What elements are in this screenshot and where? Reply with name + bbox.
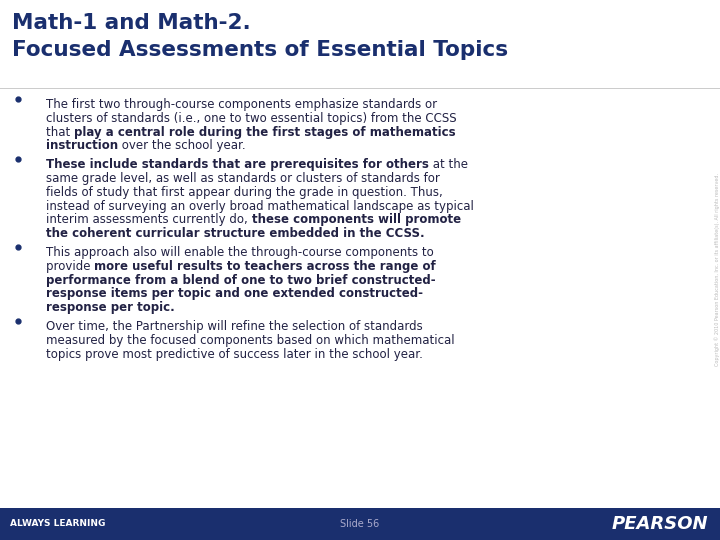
- Text: This approach also will enable the through-course components to: This approach also will enable the throu…: [46, 246, 433, 259]
- Text: Focused Assessments of Essential Topics: Focused Assessments of Essential Topics: [12, 40, 508, 60]
- Text: Over time, the Partnership will refine the selection of standards: Over time, the Partnership will refine t…: [46, 320, 423, 333]
- Bar: [0, 88, 720, 89]
- Text: measured by the focused components based on which mathematical: measured by the focused components based…: [46, 334, 454, 347]
- Text: Copyright © 2010 Pearson Education, Inc. or its affiliate(s). All rights reserve: Copyright © 2010 Pearson Education, Inc.…: [714, 173, 720, 367]
- Bar: [0, 508, 720, 540]
- Text: instead of surveying an overly broad mathematical landscape as typical: instead of surveying an overly broad mat…: [46, 200, 474, 213]
- Text: performance from a blend of one to two brief constructed-: performance from a blend of one to two b…: [46, 274, 436, 287]
- Text: that: that: [46, 126, 74, 139]
- Bar: [0, 0, 720, 88]
- Text: provide: provide: [46, 260, 94, 273]
- Text: Slide 56: Slide 56: [341, 519, 379, 529]
- Text: instruction: instruction: [46, 139, 118, 152]
- Text: clusters of standards (i.e., one to two essential topics) from the CCSS: clusters of standards (i.e., one to two …: [46, 112, 456, 125]
- Text: These include standards that are prerequisites for others: These include standards that are prerequ…: [46, 158, 429, 171]
- Text: these components will promote: these components will promote: [251, 213, 461, 226]
- Text: same grade level, as well as standards or clusters of standards for: same grade level, as well as standards o…: [46, 172, 440, 185]
- Text: the coherent curricular structure embedded in the CCSS.: the coherent curricular structure embedd…: [46, 227, 425, 240]
- Text: more useful results to teachers across the range of: more useful results to teachers across t…: [94, 260, 436, 273]
- Text: The first two through-course components emphasize standards or: The first two through-course components …: [46, 98, 437, 111]
- Text: at the: at the: [429, 158, 468, 171]
- Text: ALWAYS LEARNING: ALWAYS LEARNING: [10, 519, 105, 529]
- Text: play a central role during the first stages of mathematics: play a central role during the first sta…: [74, 126, 456, 139]
- Text: Math-1 and Math-2.: Math-1 and Math-2.: [12, 13, 251, 33]
- Text: fields of study that first appear during the grade in question. Thus,: fields of study that first appear during…: [46, 186, 443, 199]
- Text: response items per topic and one extended constructed-: response items per topic and one extende…: [46, 287, 423, 300]
- Text: PEARSON: PEARSON: [611, 515, 708, 533]
- Text: over the school year.: over the school year.: [118, 139, 246, 152]
- Text: interim assessments currently do,: interim assessments currently do,: [46, 213, 251, 226]
- Text: topics prove most predictive of success later in the school year.: topics prove most predictive of success …: [46, 348, 423, 361]
- Text: response per topic.: response per topic.: [46, 301, 175, 314]
